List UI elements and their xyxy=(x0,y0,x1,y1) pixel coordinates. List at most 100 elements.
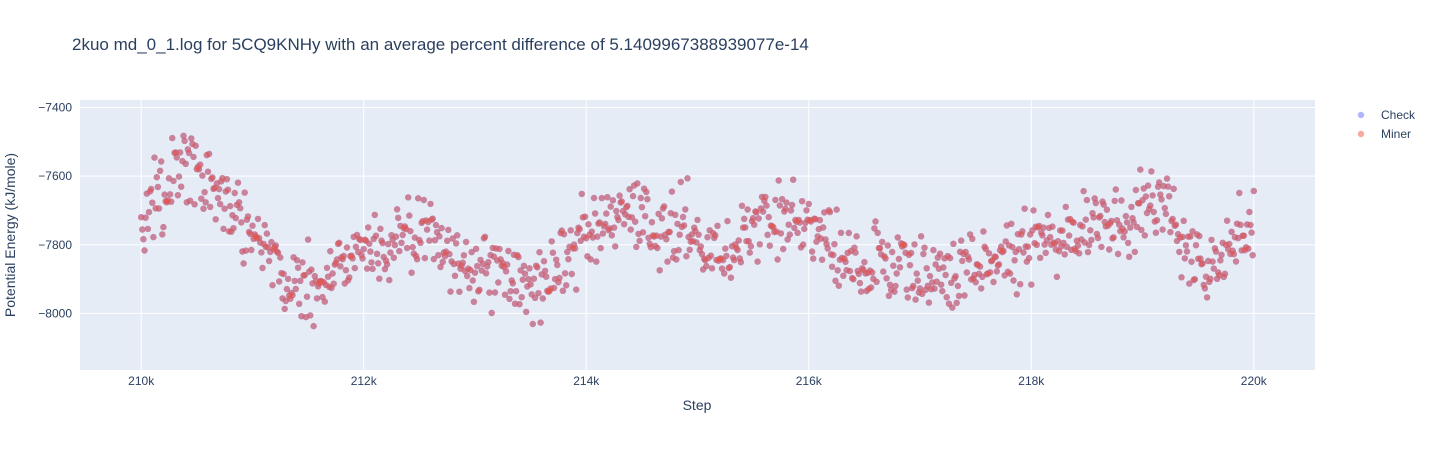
data-point[interactable] xyxy=(289,292,296,299)
data-point[interactable] xyxy=(509,280,516,287)
data-point[interactable] xyxy=(738,202,746,209)
data-point[interactable] xyxy=(496,245,503,253)
data-point[interactable] xyxy=(1130,219,1137,226)
data-point[interactable] xyxy=(963,269,970,276)
data-point[interactable] xyxy=(742,224,749,231)
data-point[interactable] xyxy=(1250,187,1258,195)
data-point[interactable] xyxy=(294,264,302,271)
data-point[interactable] xyxy=(704,234,711,241)
data-point[interactable] xyxy=(1049,223,1056,230)
data-point[interactable] xyxy=(568,270,575,278)
data-point[interactable] xyxy=(1150,208,1157,216)
data-point[interactable] xyxy=(223,176,231,183)
data-point[interactable] xyxy=(464,272,471,280)
data-point[interactable] xyxy=(1055,248,1063,255)
data-point[interactable] xyxy=(942,271,949,279)
data-point[interactable] xyxy=(368,259,375,266)
data-point[interactable] xyxy=(238,219,245,226)
data-point[interactable] xyxy=(166,191,174,198)
data-point[interactable] xyxy=(280,270,287,278)
data-point[interactable] xyxy=(616,192,623,199)
data-point[interactable] xyxy=(851,244,858,251)
data-point[interactable] xyxy=(304,236,312,243)
data-point[interactable] xyxy=(636,237,643,244)
data-point[interactable] xyxy=(351,264,358,272)
data-point[interactable] xyxy=(1127,224,1134,231)
data-point[interactable] xyxy=(366,240,373,247)
data-point[interactable] xyxy=(265,257,273,265)
data-point[interactable] xyxy=(791,224,798,232)
data-point[interactable] xyxy=(766,242,773,249)
data-point[interactable] xyxy=(386,276,393,284)
data-point[interactable] xyxy=(431,237,439,244)
data-point[interactable] xyxy=(810,255,817,262)
data-point[interactable] xyxy=(197,161,204,168)
data-point[interactable] xyxy=(1149,192,1156,199)
data-point[interactable] xyxy=(1084,248,1092,256)
data-point[interactable] xyxy=(173,154,180,161)
data-point[interactable] xyxy=(873,278,880,285)
data-point[interactable] xyxy=(656,267,663,274)
data-point[interactable] xyxy=(1079,223,1086,230)
data-point[interactable] xyxy=(1159,226,1166,233)
data-point[interactable] xyxy=(1152,229,1160,236)
data-point[interactable] xyxy=(820,224,827,231)
data-point[interactable] xyxy=(531,294,539,302)
data-point[interactable] xyxy=(371,211,378,219)
data-point[interactable] xyxy=(1131,248,1139,256)
data-point[interactable] xyxy=(174,192,182,199)
data-point[interactable] xyxy=(452,240,460,247)
data-point[interactable] xyxy=(867,284,875,291)
data-point[interactable] xyxy=(801,225,808,233)
data-point[interactable] xyxy=(144,225,152,233)
data-point[interactable] xyxy=(1083,196,1091,204)
data-point[interactable] xyxy=(1183,248,1191,255)
data-point[interactable] xyxy=(214,194,222,202)
data-point[interactable] xyxy=(396,247,403,255)
data-point[interactable] xyxy=(1147,202,1154,209)
data-point[interactable] xyxy=(602,220,609,228)
data-point[interactable] xyxy=(1180,217,1187,224)
data-point[interactable] xyxy=(608,232,615,239)
data-point[interactable] xyxy=(1097,212,1104,220)
data-point[interactable] xyxy=(672,211,679,218)
data-point[interactable] xyxy=(140,236,147,243)
data-point[interactable] xyxy=(893,270,900,277)
data-point[interactable] xyxy=(376,275,383,282)
data-point[interactable] xyxy=(840,272,847,279)
data-point[interactable] xyxy=(663,236,670,243)
data-point[interactable] xyxy=(307,312,314,319)
data-point[interactable] xyxy=(775,177,782,184)
data-point[interactable] xyxy=(598,194,605,202)
data-point[interactable] xyxy=(638,204,646,211)
data-point[interactable] xyxy=(852,249,859,256)
data-point[interactable] xyxy=(581,213,589,220)
data-point[interactable] xyxy=(543,273,550,280)
data-point[interactable] xyxy=(426,237,433,244)
data-point[interactable] xyxy=(274,249,282,256)
data-point[interactable] xyxy=(1240,232,1248,239)
data-point[interactable] xyxy=(237,205,244,212)
data-point[interactable] xyxy=(553,256,560,263)
data-point[interactable] xyxy=(1209,258,1216,265)
data-point[interactable] xyxy=(683,253,690,260)
data-point[interactable] xyxy=(1170,185,1177,192)
data-point[interactable] xyxy=(224,186,232,193)
data-point[interactable] xyxy=(535,290,542,297)
data-point[interactable] xyxy=(796,219,804,226)
data-point[interactable] xyxy=(1019,228,1026,235)
data-point[interactable] xyxy=(785,221,792,228)
data-point[interactable] xyxy=(939,287,946,295)
data-point[interactable] xyxy=(756,241,763,248)
data-point[interactable] xyxy=(387,249,394,256)
data-point[interactable] xyxy=(1201,285,1209,292)
data-point[interactable] xyxy=(591,210,599,217)
data-point[interactable] xyxy=(1181,255,1189,262)
data-point[interactable] xyxy=(762,193,769,201)
data-point[interactable] xyxy=(727,274,735,281)
data-point[interactable] xyxy=(383,261,391,268)
data-point[interactable] xyxy=(571,245,579,252)
data-point[interactable] xyxy=(409,243,416,251)
data-point[interactable] xyxy=(281,305,288,313)
data-point[interactable] xyxy=(1217,257,1224,264)
